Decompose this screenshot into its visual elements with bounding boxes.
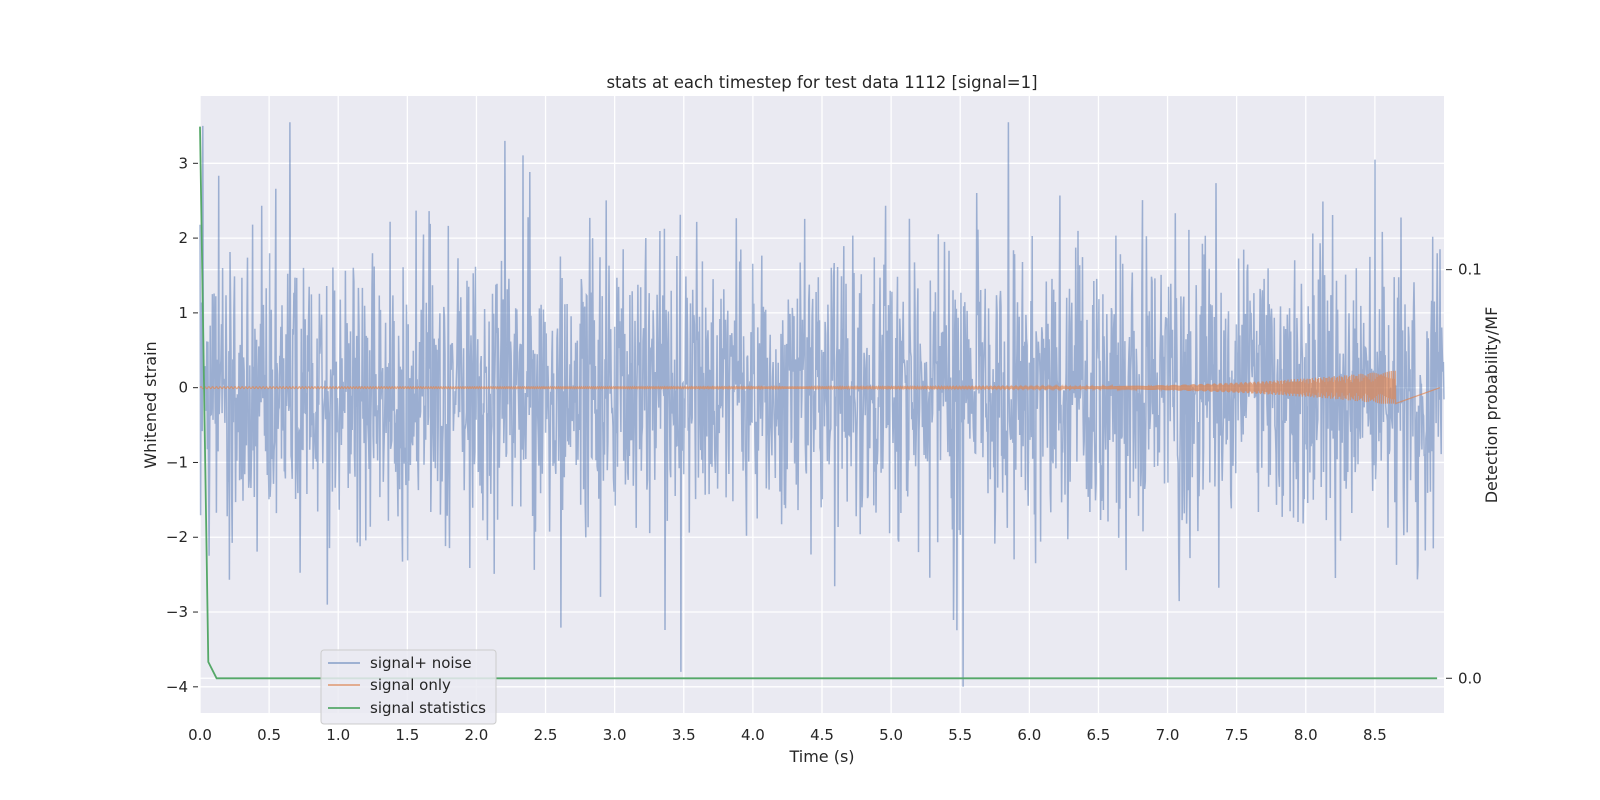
x-tick-label: 4.0 [741, 726, 765, 744]
x-tick-label: 0.0 [188, 726, 212, 744]
x-tick-label: 6.5 [1087, 726, 1111, 744]
legend-label-signal-only: signal only [370, 676, 451, 694]
chart-title: stats at each timestep for test data 111… [606, 73, 1037, 92]
x-tick-label: 0.5 [257, 726, 281, 744]
y2-axis-label: Detection probability/MF [1482, 307, 1501, 504]
y-axis-label: Whitened strain [141, 341, 160, 468]
x-tick-label: 8.5 [1363, 726, 1387, 744]
legend-label-signal-statistics: signal statistics [370, 699, 486, 717]
y2-tick-label: 0.0 [1458, 669, 1482, 687]
y-tick-label: −2 [166, 528, 188, 546]
series-signal-statistics-line [199, 126, 1438, 680]
x-axis-label: Time (s) [788, 747, 854, 766]
x-tick-label: 1.0 [326, 726, 350, 744]
legend-label-signal-noise: signal+ noise [370, 654, 472, 672]
x-tick-label: 7.5 [1225, 726, 1249, 744]
x-tick-label: 6.0 [1017, 726, 1041, 744]
y-tick-label: 2 [178, 229, 188, 247]
x-tick-label: 8.0 [1294, 726, 1318, 744]
tick-labels: 0.0 0.5 1.0 1.5 2.0 2.5 3.0 3.5 4.0 4.5 5.0 5.5 6.0 6… [166, 154, 1482, 744]
legend: signal+ noise signal only signal statist… [320, 649, 497, 725]
x-tick-label: 5.0 [879, 726, 903, 744]
y-tick-label: 0 [178, 379, 188, 397]
series-signal-noise-line [199, 122, 1445, 687]
series-signal-only-line [199, 370, 1441, 405]
series-layer [199, 122, 1445, 687]
x-tick-label: 1.5 [395, 726, 419, 744]
y-tick-label: −4 [166, 678, 188, 696]
x-tick-label: 5.5 [948, 726, 972, 744]
x-tick-label: 3.5 [672, 726, 696, 744]
x-tick-label: 3.0 [603, 726, 627, 744]
x-tick-label: 7.0 [1156, 726, 1180, 744]
y2-tick-label: 0.1 [1458, 261, 1482, 279]
x-tick-label: 2.5 [534, 726, 558, 744]
y-tick-label: 1 [178, 304, 188, 322]
x-tick-label: 4.5 [810, 726, 834, 744]
y-tick-label: 3 [178, 154, 188, 172]
x-tick-label: 2.0 [465, 726, 489, 744]
legend-box [320, 649, 497, 725]
y-tick-label: −3 [166, 603, 188, 621]
y-tick-label: −1 [166, 453, 188, 471]
